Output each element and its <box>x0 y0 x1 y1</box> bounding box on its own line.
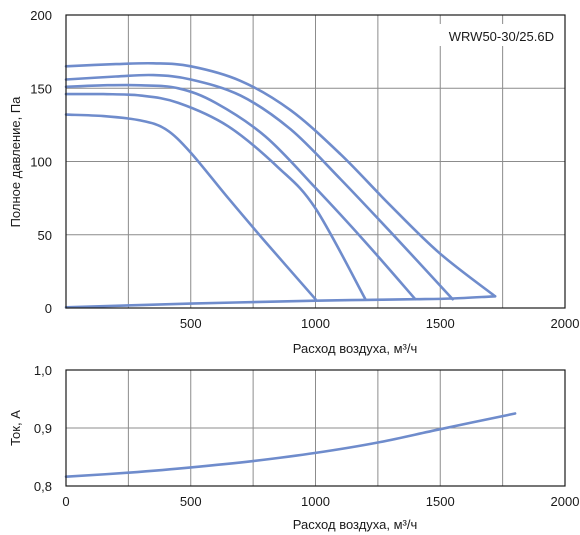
current-chart: 0,8 0,9 1,0 0 500 1000 1500 2000 Расход воздух… <box>8 363 579 532</box>
series-line <box>64 92 367 301</box>
model-annotation-box <box>436 24 560 46</box>
pressure-y-ticks: 0 50 100 150 200 <box>30 8 52 316</box>
model-annotation: WRW50-30/25.6D <box>449 29 554 44</box>
y-tick-label: 150 <box>30 81 52 96</box>
y-tick-label: 50 <box>38 228 52 243</box>
pressure-series <box>64 61 497 309</box>
current-grid <box>66 370 565 486</box>
current-x-axis-label: Расход воздуха, м³/ч <box>293 517 418 532</box>
series-line <box>64 295 497 309</box>
y-tick-label: 0,8 <box>34 479 52 494</box>
series-line <box>64 113 317 301</box>
series-line <box>64 83 417 301</box>
pressure-chart: 0 50 100 150 200 500 1000 1500 2000 Расход возд… <box>8 8 579 356</box>
x-tick-label: 2000 <box>551 494 580 509</box>
current-y-ticks: 0,8 0,9 1,0 <box>34 363 52 494</box>
y-tick-label: 0 <box>45 301 52 316</box>
pressure-y-axis-label: Полное давление, Па <box>8 96 23 228</box>
y-tick-label: 1,0 <box>34 363 52 378</box>
pressure-grid <box>66 15 565 308</box>
y-tick-label: 0,9 <box>34 421 52 436</box>
current-y-axis-label: Ток, А <box>8 410 23 446</box>
series-line <box>64 412 517 478</box>
x-tick-label: 500 <box>180 316 202 331</box>
series-line <box>64 73 454 301</box>
current-x-ticks: 0 500 1000 1500 2000 <box>62 494 579 509</box>
x-tick-label: 1500 <box>426 316 455 331</box>
x-tick-label: 1500 <box>426 494 455 509</box>
x-tick-label: 0 <box>62 494 69 509</box>
y-tick-label: 100 <box>30 155 52 170</box>
pressure-plot-frame <box>65 14 566 309</box>
pressure-x-axis-label: Расход воздуха, м³/ч <box>293 341 418 356</box>
y-tick-label: 200 <box>30 8 52 23</box>
series-line <box>64 61 497 298</box>
x-tick-label: 2000 <box>551 316 580 331</box>
x-tick-label: 1000 <box>301 316 330 331</box>
x-tick-label: 1000 <box>301 494 330 509</box>
current-series <box>64 412 517 478</box>
x-tick-label: 500 <box>180 494 202 509</box>
current-plot-frame <box>65 369 566 487</box>
pressure-x-ticks: 500 1000 1500 2000 <box>180 316 580 331</box>
